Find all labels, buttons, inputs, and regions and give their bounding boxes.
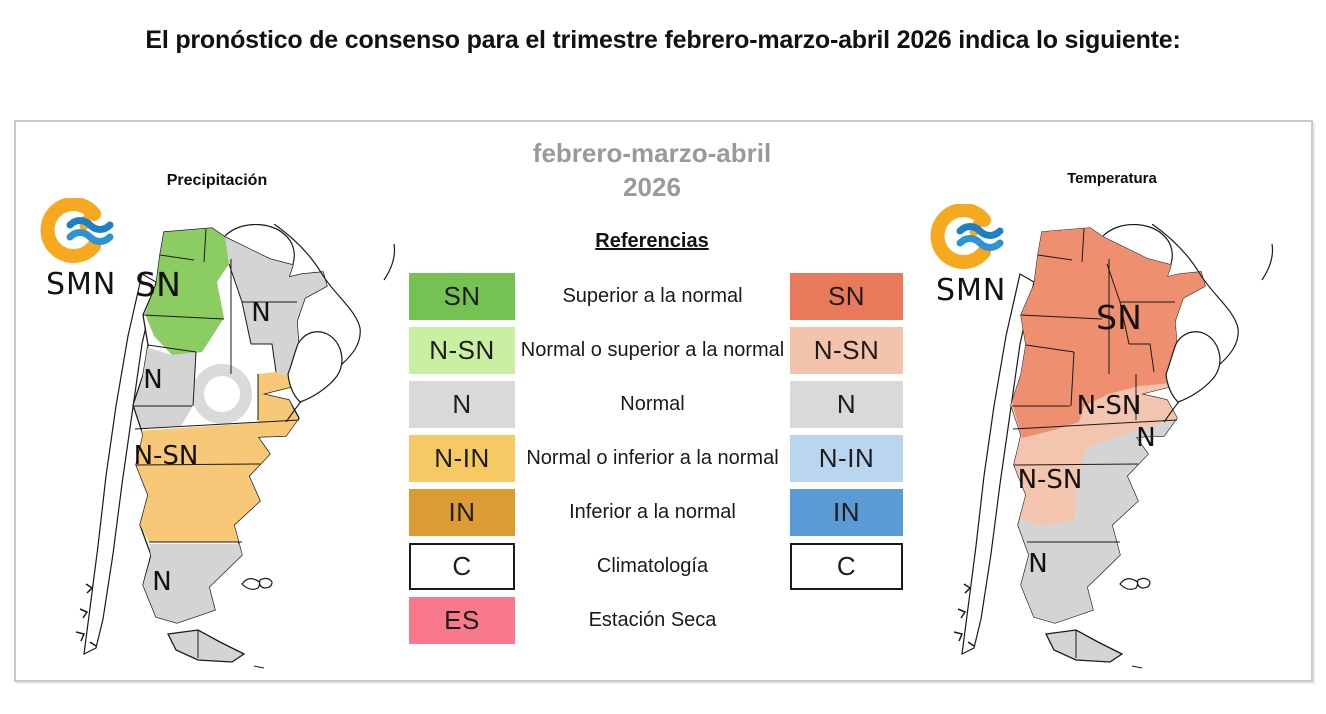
tierra-del-fuego: [1045, 629, 1124, 663]
legend-code: SN: [443, 281, 481, 311]
legend-swatch-precip-nsn: N-SN: [409, 327, 515, 374]
legend-row: N Normal N: [409, 381, 903, 428]
tierra-del-fuego-border: [197, 630, 265, 669]
wave-icon: [956, 223, 1004, 239]
legend-row: ES Estación Seca: [409, 597, 903, 644]
legend-swatch-temp-nin: N-IN: [790, 435, 903, 482]
region-normal-cuyo: [134, 346, 196, 429]
malvinas-islands: [1119, 577, 1151, 590]
legend-code: N-SN: [429, 335, 495, 365]
legend-code: SN: [827, 281, 866, 311]
legend-row: N-IN Normal o inferior a la normal N-IN: [409, 435, 903, 482]
wave-icon: [66, 229, 114, 245]
forecast-panel: febrero-marzo-abril 2026 Referencias SN …: [14, 120, 1313, 682]
province-borders: [1012, 228, 1178, 543]
smn-logo-text: SMN: [936, 273, 1006, 308]
legend-swatch-temp-n: N: [790, 381, 903, 428]
legend-code: IN: [448, 497, 476, 527]
legend-code: N-IN: [818, 443, 875, 473]
smn-logo-ring-icon: [40, 198, 101, 263]
region-nsn-center-south: [135, 420, 299, 542]
legend-swatch-precip-es: ES: [409, 597, 515, 644]
period-line2: 2026: [623, 172, 681, 202]
legend-row: SN Superior a la normal SN: [409, 273, 903, 320]
legend-swatch-temp-nsn: N-SN: [790, 327, 903, 374]
region-nsn-east: [258, 372, 299, 424]
tierra-del-fuego: [167, 629, 246, 663]
temperature-map-title: Temperatura: [1067, 170, 1157, 187]
legend-description: Inferior a la normal: [569, 501, 736, 523]
chile-fjords: [75, 583, 97, 647]
legend-code: C: [836, 551, 857, 581]
wave-icon: [66, 217, 114, 233]
temp-label-sn: SN: [1096, 298, 1142, 337]
precip-label-n-northeast: N: [251, 298, 270, 328]
paraguay-outline: [224, 224, 295, 265]
legend-description: Normal o inferior a la normal: [526, 447, 779, 469]
region-normal-patagonia: [143, 544, 244, 623]
temperature-map: SN N-SN N N-SN N: [953, 224, 1274, 669]
smn-logo-ring-icon: [930, 204, 991, 269]
legend-code: N: [836, 389, 857, 419]
legend-code: IN: [833, 497, 860, 527]
paraguay-outline: [1102, 224, 1173, 265]
temp-label-nsn-west: N-SN: [1018, 465, 1083, 495]
region-sn-north: [1011, 228, 1205, 438]
legend-row: IN Inferior a la normal IN: [409, 489, 903, 536]
temp-label-n-south: N: [1028, 549, 1047, 579]
smn-logo: SMN: [40, 198, 116, 302]
precip-label-n-patagonia: N: [152, 567, 171, 597]
legend-swatch-temp-c: C: [790, 543, 903, 590]
legend-swatch-precip-c: C: [409, 543, 515, 590]
temp-label-nsn-central: N-SN: [1077, 391, 1142, 421]
legend-swatch-precip-sn: SN: [409, 273, 515, 320]
tierra-del-fuego-border: [1075, 630, 1143, 669]
smn-logo-text: SMN: [46, 267, 116, 302]
legend-code: N-IN: [434, 443, 490, 473]
malvinas-islands: [241, 577, 273, 590]
legend-row: N-SN Normal o superior a la normal N-SN: [409, 327, 903, 374]
legend-row: C Climatología C: [409, 543, 903, 590]
period-line1: febrero-marzo-abril: [532, 138, 772, 168]
region-sn-northwest: [145, 228, 229, 355]
chile-outline: [961, 273, 1035, 656]
chile-outline: [83, 273, 157, 656]
precipitation-map-title: Precipitación: [166, 172, 268, 189]
legend-swatch-precip-in: IN: [409, 489, 515, 536]
legend-code: N-SN: [813, 335, 880, 365]
period-heading: febrero-marzo-abril 2026: [452, 136, 852, 204]
precip-label-nsn: N-SN: [134, 441, 199, 471]
precip-label-n-cuyo: N: [143, 365, 162, 395]
legend-description: Superior a la normal: [562, 285, 743, 307]
precipitation-map: SN N N N-SN N: [75, 224, 396, 669]
chile-fjords: [953, 583, 975, 647]
legend-code: C: [452, 551, 472, 581]
legend-swatch-temp-in: IN: [790, 489, 903, 536]
legend-code: ES: [444, 605, 480, 635]
wave-icon: [956, 235, 1004, 251]
region-gray-ring: [192, 364, 252, 424]
precip-label-sn: SN: [135, 265, 181, 304]
legend-code: N: [452, 389, 472, 419]
temp-label-n-east: N: [1136, 423, 1155, 453]
uruguay-outline: [287, 331, 343, 403]
legend-swatch-precip-nin: N-IN: [409, 435, 515, 482]
references-heading: Referencias: [595, 230, 709, 252]
smn-logo: SMN: [930, 204, 1006, 308]
legend-swatch-temp-sn: SN: [790, 273, 903, 320]
province-borders: [134, 228, 300, 543]
legend: SN Superior a la normal SN N-SN Normal o…: [409, 273, 903, 651]
page-title: El pronóstico de consenso para el trimes…: [145, 26, 1181, 54]
legend-swatch-precip-n: N: [409, 381, 515, 428]
uruguay-outline: [1165, 331, 1221, 403]
legend-description: Estación Seca: [588, 609, 717, 631]
legend-description: Normal o superior a la normal: [520, 339, 785, 361]
legend-description: Climatología: [596, 555, 709, 577]
legend-description: Normal: [620, 393, 685, 415]
